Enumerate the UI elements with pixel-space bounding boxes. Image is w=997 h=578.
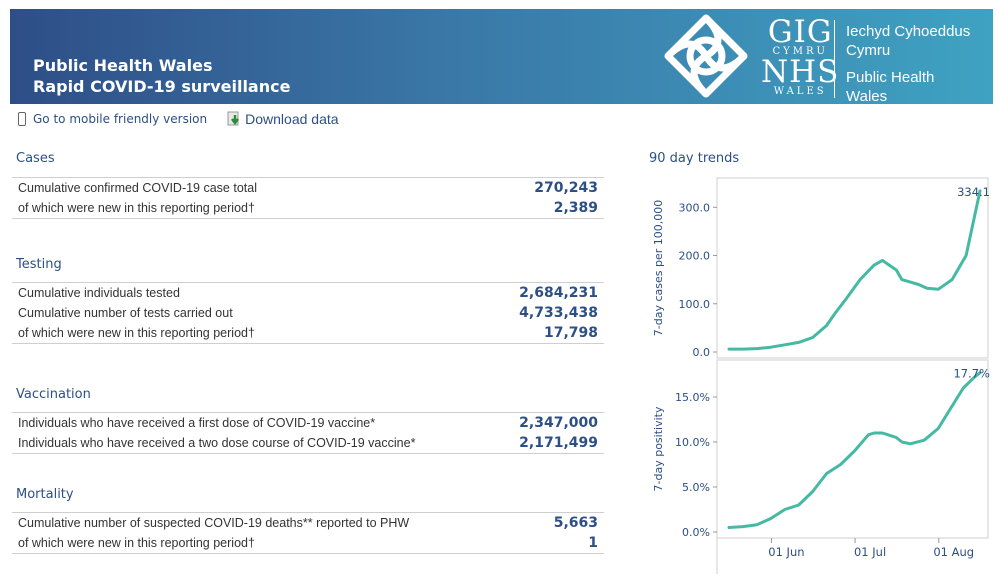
mobile-phone-icon	[18, 112, 26, 126]
download-data-label: Download data	[245, 111, 339, 127]
row-label: Individuals who have received a first do…	[18, 416, 376, 430]
vaccination-section-title: Vaccination	[16, 387, 91, 402]
logo-gig-text: GIG	[767, 14, 833, 50]
table-row: of which were new in this reporting peri…	[12, 323, 604, 343]
testing-table: Cumulative individuals tested 2,684,231 …	[12, 282, 604, 344]
row-label: of which were new in this reporting peri…	[18, 201, 255, 215]
table-row: Cumulative individuals tested 2,684,231	[12, 283, 604, 303]
toolbar: Go to mobile friendly version Download d…	[18, 111, 339, 127]
last-value-label: 334.1	[957, 185, 990, 199]
page-title: Public Health Wales Rapid COVID-19 surve…	[33, 55, 290, 97]
row-label: of which were new in this reporting peri…	[18, 536, 255, 550]
logo-divider	[834, 20, 835, 98]
x-tick-label: 01 Jun	[768, 545, 804, 559]
table-row: of which were new in this reporting peri…	[12, 198, 604, 218]
org-welsh-line-1: Iechyd Cyhoeddus	[846, 23, 971, 40]
cases-section-title: Cases	[16, 151, 55, 166]
title-line-2: Rapid COVID-19 surveillance	[33, 77, 291, 96]
row-value: 270,243	[534, 180, 598, 196]
logo-wales-text: WALES	[773, 86, 827, 97]
row-value: 17,798	[543, 325, 598, 341]
y-tick-label: 0.0%	[682, 526, 710, 539]
row-value: 2,389	[553, 200, 598, 216]
table-row: of which were new in this reporting peri…	[12, 533, 604, 553]
last-value-label: 17.7%	[953, 367, 990, 381]
row-label: Cumulative confirmed COVID-19 case total	[18, 181, 257, 195]
y-tick-label: 200.0	[679, 250, 711, 263]
row-label: Cumulative individuals tested	[18, 286, 180, 300]
table-row: Cumulative number of tests carried out 4…	[12, 303, 604, 323]
table-row: Individuals who have received a first do…	[12, 413, 604, 433]
row-label: of which were new in this reporting peri…	[18, 326, 255, 340]
logo-cymru-text: CYMRU	[772, 46, 828, 57]
series-line	[727, 189, 982, 351]
y-tick-label: 15.0%	[675, 391, 710, 404]
cases-table: Cumulative confirmed COVID-19 case total…	[12, 177, 604, 219]
org-welsh-line-2: Cymru	[846, 42, 891, 59]
table-row: Cumulative number of suspected COVID-19 …	[12, 513, 604, 533]
row-value: 2,171,499	[519, 435, 598, 451]
chart-panel-frame	[716, 359, 989, 539]
download-data-link[interactable]: Download data	[227, 111, 339, 127]
mortality-section-title: Mortality	[16, 487, 74, 502]
table-row: Cumulative confirmed COVID-19 case total…	[12, 178, 604, 198]
chart-panel-frame	[716, 177, 989, 359]
y-tick-label: 300.0	[679, 201, 711, 214]
org-english-line-2: Wales	[846, 88, 888, 105]
y-axis-label: 7-day cases per 100,000	[652, 200, 665, 336]
trends-title: 90 day trends	[649, 151, 740, 166]
nhs-wales-logo: GIG CYMRU NHS WALES	[761, 14, 840, 98]
header-banner: Public Health Wales Rapid COVID-19 surve…	[10, 9, 993, 104]
vaccination-table: Individuals who have received a first do…	[12, 412, 604, 454]
celtic-knot-logo-icon	[664, 14, 748, 98]
organisation-name: Iechyd Cyhoeddus Cymru Public Health Wal…	[846, 22, 970, 106]
row-label: Individuals who have received a two dose…	[18, 436, 416, 450]
row-label: Cumulative number of tests carried out	[18, 306, 233, 320]
row-value: 2,684,231	[519, 285, 598, 301]
y-tick-label: 5.0%	[682, 481, 710, 494]
org-english-line-1: Public Health	[846, 69, 935, 86]
testing-section-title: Testing	[16, 257, 62, 272]
x-tick-label: 01 Jul	[854, 545, 886, 559]
mortality-table: Cumulative number of suspected COVID-19 …	[12, 512, 604, 554]
table-row: Individuals who have received a two dose…	[12, 433, 604, 453]
y-tick-label: 100.0	[679, 298, 711, 311]
y-tick-label: 10.0%	[675, 436, 710, 449]
y-axis-label: 7-day positivity	[652, 406, 665, 491]
logo-nhs-text: NHS	[761, 54, 840, 90]
trends-chart: 0.0 100.0 200.0 300.0 7-day cases per 100,00…	[644, 176, 990, 574]
download-icon	[227, 111, 240, 126]
series-line	[727, 371, 982, 529]
x-tick-label: 01 Aug	[933, 545, 974, 559]
row-value: 1	[588, 535, 598, 551]
row-label: Cumulative number of suspected COVID-19 …	[18, 516, 410, 530]
row-value: 2,347,000	[519, 415, 598, 431]
mobile-version-label: Go to mobile friendly version	[33, 112, 208, 126]
row-value: 4,733,438	[519, 305, 598, 321]
row-value: 5,663	[553, 515, 598, 531]
mobile-version-link[interactable]: Go to mobile friendly version	[18, 112, 207, 126]
title-line-1: Public Health Wales	[33, 56, 213, 75]
y-tick-label: 0.0	[693, 346, 711, 359]
trends-chart-svg: 0.0 100.0 200.0 300.0 7-day cases per 100,00…	[652, 177, 990, 574]
